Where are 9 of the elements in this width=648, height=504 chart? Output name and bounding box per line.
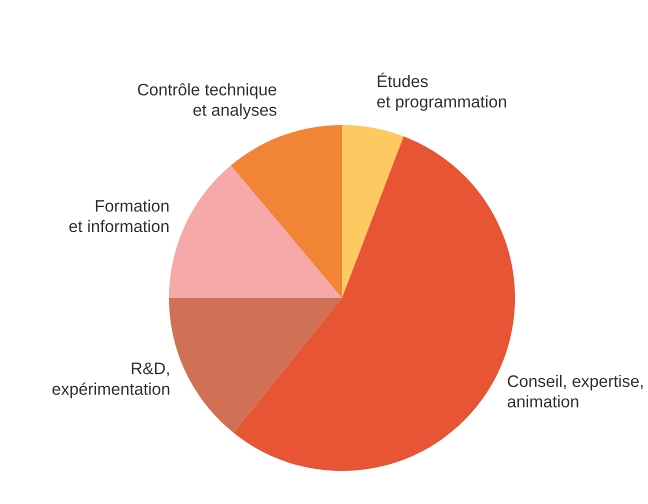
slice-label: Conseil, expertise, animation [508,374,643,408]
slice-label: R&D, expérimentation [52,362,170,398]
slice-label: Formation et information [69,200,168,232]
slice-label: Contrôle technique et analyses [138,83,276,120]
pie-slice [342,125,404,298]
pie-slice [169,165,342,298]
slice-label: Études et programmation [377,72,506,111]
pie-slice [230,125,342,298]
pie-slice [169,298,342,433]
